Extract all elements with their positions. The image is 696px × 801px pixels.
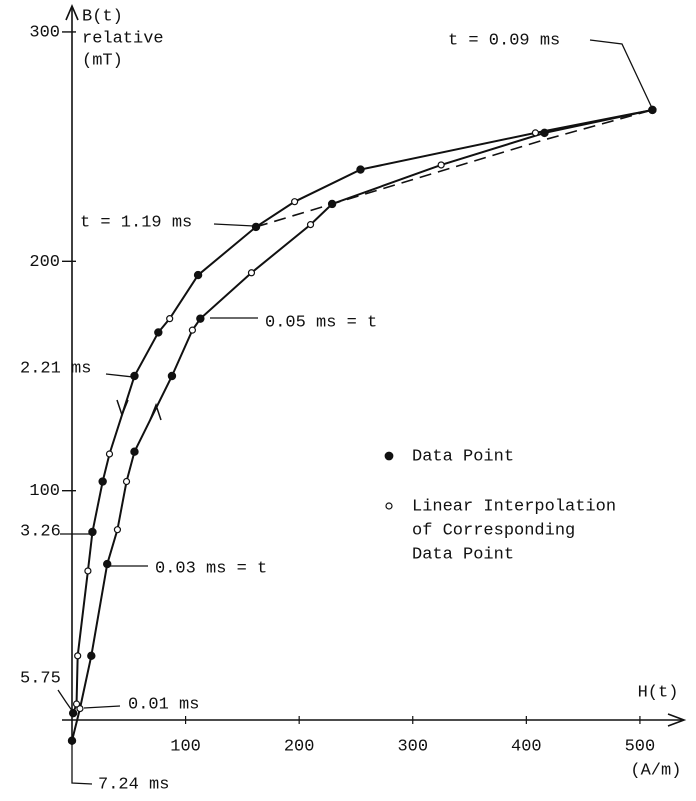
interpolated-point — [105, 450, 114, 458]
x-axis-label: H(t) — [638, 683, 679, 702]
data-point — [193, 270, 203, 280]
interpolated-point — [437, 161, 445, 169]
y-axis-label: relative — [82, 29, 164, 48]
interpolated-point — [166, 315, 174, 323]
interpolated-point — [74, 652, 82, 660]
y-axis-label: B(t) — [82, 7, 123, 26]
interpolated-point — [188, 326, 196, 334]
annotation-leader — [71, 742, 93, 785]
annotation: 0.01 ms — [128, 695, 199, 714]
y-axis-arrow — [65, 3, 79, 21]
legend-marker — [385, 502, 393, 510]
annotation: 2.21 ms — [20, 359, 91, 378]
data-point — [648, 105, 657, 115]
y-tick-label: 100 — [29, 482, 60, 501]
legend-label: Data Point — [412, 447, 514, 466]
annotation: 7.24 ms — [98, 775, 169, 794]
dashed-curve — [255, 109, 653, 228]
annotation-leader — [213, 223, 255, 227]
curve — [71, 108, 653, 741]
data-point — [167, 371, 177, 381]
annotation-leader — [83, 705, 121, 709]
data-point — [98, 477, 107, 486]
y-axis-label: (mT) — [82, 51, 123, 70]
data-point — [68, 708, 78, 718]
x-tick-label: 400 — [511, 737, 542, 756]
annotation: 0.03 ms = t — [155, 559, 267, 578]
y-tick-label: 200 — [29, 253, 60, 272]
x-tick-label: 200 — [284, 737, 315, 756]
data-point — [87, 651, 96, 661]
annotation-leader — [589, 39, 653, 109]
interpolated-point — [122, 477, 131, 486]
annotation: t = 0.09 ms — [448, 31, 560, 50]
annotation-leader — [105, 373, 134, 378]
interpolated-point — [531, 129, 540, 137]
data-point — [356, 165, 365, 174]
interpolated-point — [306, 221, 315, 229]
data-point — [130, 447, 139, 456]
interpolated-point — [247, 269, 256, 277]
legend-label: of Corresponding — [412, 521, 575, 540]
x-tick-label: 300 — [397, 737, 428, 756]
annotation-leader — [57, 689, 74, 713]
x-axis-arrow — [667, 713, 687, 727]
interpolated-point — [113, 526, 122, 534]
legend-marker — [384, 451, 394, 461]
curve — [72, 108, 653, 714]
annotation: 3.26 — [20, 522, 61, 541]
x-tick-label: 100 — [170, 737, 201, 756]
interpolated-point — [72, 700, 81, 708]
x-axis-unit: (A/m) — [630, 761, 681, 780]
x-tick-label: 500 — [625, 737, 656, 756]
annotation: 5.75 — [20, 669, 61, 688]
legend-label: Linear Interpolation — [412, 497, 616, 516]
interpolated-point — [84, 567, 92, 575]
interpolated-point — [291, 198, 299, 206]
data-point — [130, 371, 139, 381]
data-point — [196, 314, 205, 323]
y-tick-label: 300 — [29, 23, 60, 42]
annotation: t = 1.19 ms — [80, 213, 192, 232]
interpolated-point — [76, 704, 84, 713]
legend-label: Data Point — [412, 545, 514, 564]
data-point — [154, 328, 163, 337]
annotation: 0.05 ms = t — [265, 313, 377, 332]
